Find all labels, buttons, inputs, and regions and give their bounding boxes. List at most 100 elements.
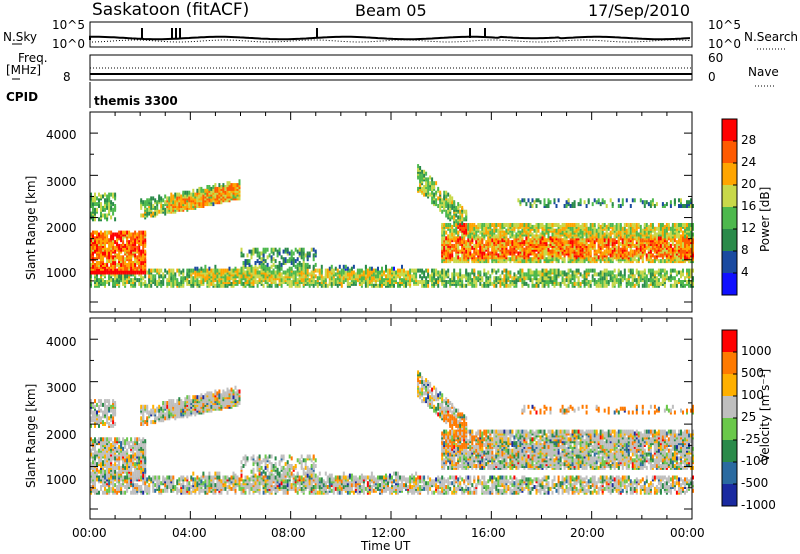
heatmap-cell — [423, 192, 426, 197]
heatmap-cell — [116, 274, 119, 279]
heatmap-cell — [573, 245, 576, 250]
heatmap-cell — [635, 268, 638, 273]
heatmap-cell — [379, 270, 381, 275]
heatmap-cell — [150, 276, 153, 281]
heatmap-cell — [599, 280, 602, 284]
heatmap-cell — [473, 280, 476, 284]
heatmap-cell — [495, 270, 498, 275]
heatmap-cell — [455, 272, 458, 277]
heatmap-cell — [443, 268, 446, 273]
heatmap-cell — [459, 249, 462, 254]
heatmap-cell — [218, 183, 221, 188]
heatmap-cell — [635, 278, 638, 283]
heatmap-cell — [114, 192, 117, 197]
heatmap-cell — [272, 262, 275, 267]
heatmap-cell — [529, 223, 532, 227]
heatmap-cell — [162, 281, 165, 286]
heatmap-cell — [264, 259, 267, 264]
heatmap-cell — [302, 247, 305, 252]
heatmap-cell — [405, 270, 407, 275]
heatmap-cell — [633, 283, 636, 288]
heatmap-cell — [655, 232, 658, 237]
heatmap-cell — [563, 223, 566, 227]
heatmap-cell — [639, 247, 642, 252]
heatmap-cell — [473, 283, 476, 288]
heatmap-cell — [533, 234, 536, 239]
heatmap-cell — [651, 242, 654, 246]
heatmap-cell — [407, 270, 410, 275]
heatmap-cell — [158, 194, 161, 199]
heatmap-cell — [204, 272, 207, 277]
heatmap-cell — [136, 245, 139, 250]
heatmap-cell — [332, 281, 335, 286]
heatmap-cell — [473, 243, 476, 248]
heatmap-cell — [158, 209, 161, 214]
heatmap-cell — [665, 236, 668, 241]
heatmap-cell — [126, 242, 129, 246]
heatmap-cell — [513, 280, 516, 284]
heatmap-cell — [489, 223, 492, 227]
heatmap-cell — [567, 240, 570, 245]
heatmap-cell — [146, 270, 149, 275]
heatmap-cell — [692, 276, 694, 281]
heatmap-cell — [120, 255, 123, 260]
heatmap-cell — [535, 253, 538, 258]
heatmap-cell — [527, 283, 530, 288]
heatmap-cell — [453, 200, 456, 205]
heatmap-cell — [493, 276, 496, 281]
heatmap-cell — [451, 224, 454, 229]
heatmap-cell — [200, 196, 203, 201]
heatmap-cell — [340, 268, 343, 273]
heatmap-cell — [437, 186, 440, 191]
heatmap-cell — [631, 257, 634, 262]
heatmap-cell — [100, 261, 102, 265]
heatmap-cell — [531, 204, 534, 208]
heatmap-cell — [282, 276, 285, 281]
heatmap-cell — [671, 247, 674, 252]
heatmap-cell — [433, 268, 436, 273]
heatmap-cell — [304, 262, 307, 267]
heatmap-cell — [688, 283, 690, 288]
heatmap-cell — [451, 253, 454, 258]
heatmap-cell — [463, 240, 466, 245]
heatmap-cell — [601, 270, 604, 275]
heatmap-cell — [603, 200, 606, 205]
heatmap-cell — [419, 173, 422, 178]
heatmap-cell — [202, 198, 205, 203]
heatmap-cell — [619, 247, 622, 252]
heatmap-cell — [473, 234, 476, 239]
heatmap-cell — [190, 278, 193, 283]
heatmap-cell — [112, 232, 115, 237]
heatmap-cell — [232, 268, 235, 273]
heatmap-cell — [118, 266, 121, 271]
heatmap-cell — [553, 268, 556, 273]
heatmap-cell — [292, 251, 295, 256]
heatmap-cell — [682, 243, 684, 248]
heatmap-cell — [178, 272, 181, 277]
heatmap-cell — [503, 268, 506, 273]
heatmap-cell — [379, 274, 381, 279]
heatmap-cell — [519, 247, 522, 252]
heatmap-cell — [479, 281, 482, 286]
heatmap-cell — [415, 268, 418, 273]
heatmap-cell — [290, 283, 293, 288]
heatmap-cell — [473, 268, 476, 273]
heatmap-cell — [274, 247, 277, 252]
heatmap-cell — [180, 276, 183, 281]
heatmap-cell — [140, 234, 143, 239]
heatmap-cell — [631, 242, 634, 246]
heatmap-cell — [593, 278, 596, 283]
heatmap-cell — [278, 247, 281, 252]
heatmap-cell — [637, 270, 640, 275]
heatmap-cell — [617, 255, 620, 260]
heatmap-cell — [587, 251, 590, 256]
heatmap-cell — [603, 272, 606, 277]
heatmap-cell — [505, 253, 508, 258]
heatmap-cell — [411, 278, 414, 283]
heatmap-cell — [294, 270, 297, 275]
heatmap-cell — [142, 240, 145, 245]
heatmap-cell — [637, 280, 640, 284]
heatmap-cell — [366, 278, 369, 283]
heatmap-cell — [561, 238, 564, 243]
heatmap-cell — [479, 230, 482, 235]
